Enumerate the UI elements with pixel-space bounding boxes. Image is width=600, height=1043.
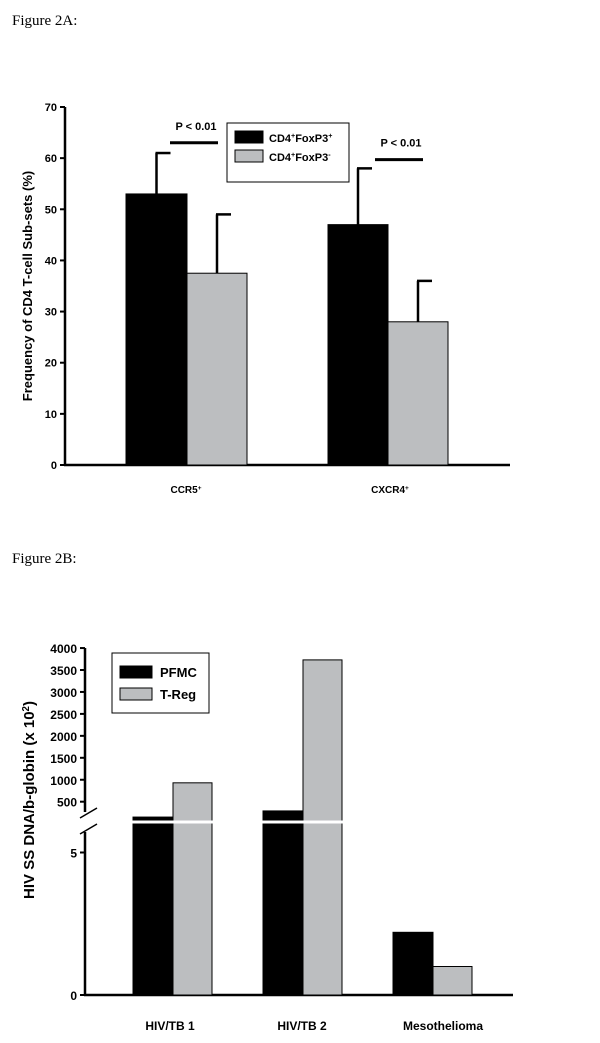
p-value-label: P < 0.01 — [380, 138, 421, 150]
legend-label-a: CD4+FoxP3+ — [269, 132, 332, 145]
bar-CD4+FoxP3--CCR5 — [186, 272, 248, 466]
bar-T-Reg-Mesothelioma — [432, 966, 473, 996]
y-tick-label-b: 0 — [70, 989, 77, 1003]
y-tick-label-b: 4000 — [50, 642, 77, 656]
legend-label-b: T-Reg — [160, 687, 196, 702]
y-axis-title-b: HIV SS DNA/b-globin (x 102) — [21, 701, 39, 899]
p-value-label: P < 0.01 — [175, 121, 216, 133]
y-tick-label-a: 20 — [45, 358, 57, 370]
x-category-label-a: CXCR4+ — [371, 485, 409, 497]
y-tick-label-a: 70 — [45, 102, 57, 114]
y-tick-label-b: 1000 — [50, 774, 77, 788]
figure-2a-title: Figure 2A: — [12, 13, 78, 29]
y-tick-label-b: 3000 — [50, 686, 77, 700]
legend-label-b: PFMC — [160, 665, 197, 680]
legend-swatch-b — [119, 687, 153, 701]
bar-CD4+FoxP3+-CXCR4 — [327, 224, 389, 466]
y-tick-label-b: 2000 — [50, 730, 77, 744]
bar-T-Reg-HIV/TB 1 — [172, 782, 213, 996]
legend-swatch-b — [119, 665, 153, 679]
bar-PFMC-HIV/TB 2 — [262, 810, 304, 996]
bar-CD4+FoxP3+-CCR5 — [125, 193, 188, 466]
y-tick-label-a: 60 — [45, 153, 57, 165]
x-category-label-b: HIV/TB 1 — [145, 1019, 195, 1033]
y-axis-title-a: Frequency of CD4 T-cell Sub-sets (%) — [20, 171, 35, 401]
legend-label-a: CD4+FoxP3- — [269, 151, 331, 164]
y-tick-label-a: 40 — [45, 255, 57, 267]
y-tick-label-a: 50 — [45, 204, 57, 216]
axis-break-mark — [79, 807, 98, 819]
bar-T-Reg-HIV/TB 2 — [302, 659, 343, 996]
axis-break-mark — [79, 823, 98, 835]
x-category-label-b: Mesothelioma — [403, 1019, 483, 1033]
legend-box-b — [111, 652, 210, 714]
y-tick-label-a: 10 — [45, 409, 57, 421]
axis-break-gap — [128, 820, 348, 824]
y-tick-label-a: 30 — [45, 307, 57, 319]
y-tick-label-b: 3500 — [50, 664, 77, 678]
x-category-label-a: CCR5+ — [170, 485, 201, 497]
bar-PFMC-HIV/TB 1 — [132, 816, 174, 996]
bar-PFMC-Mesothelioma — [392, 931, 434, 996]
figure-2b-title: Figure 2B: — [12, 551, 77, 567]
legend-swatch-a — [234, 149, 264, 163]
y-tick-label-b: 500 — [57, 796, 77, 810]
bar-CD4+FoxP3--CXCR4 — [387, 321, 449, 466]
y-tick-label-b: 2500 — [50, 708, 77, 722]
x-category-label-b: HIV/TB 2 — [277, 1019, 327, 1033]
y-tick-label-a: 0 — [51, 460, 57, 472]
legend-swatch-a — [234, 130, 264, 144]
y-tick-label-b: 1500 — [50, 752, 77, 766]
y-tick-label-b: 5 — [70, 847, 77, 861]
